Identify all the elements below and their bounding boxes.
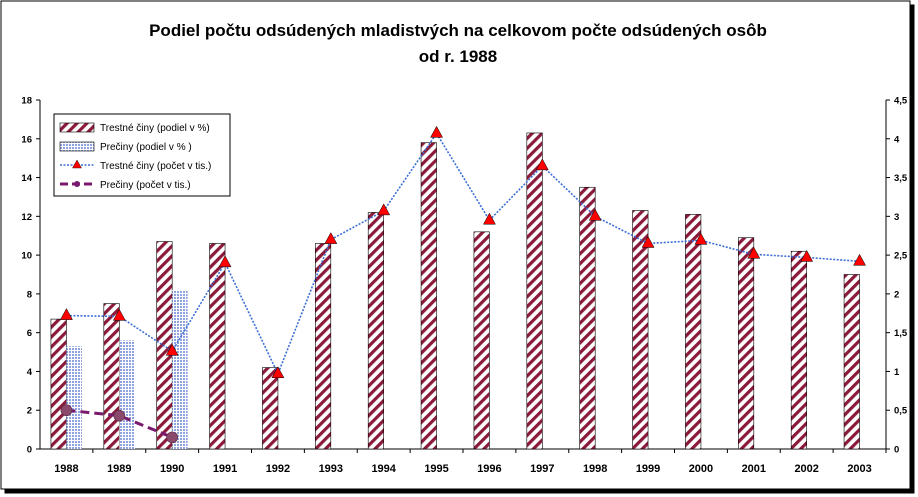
x-tick-label: 1994 <box>371 463 396 475</box>
marker-trestne-pocet <box>641 235 655 248</box>
marker-trestne-pocet <box>377 203 391 216</box>
y-right-tick-label: 1 <box>894 367 900 378</box>
bar-trestne-podiel <box>367 212 384 450</box>
y-right-tick-label: 4,5 <box>894 96 908 107</box>
marker-trestne-pocet <box>483 212 496 225</box>
bar-trestne-podiel <box>103 303 120 450</box>
y-left-tick-label: 2 <box>27 406 32 417</box>
x-tick-label: 2002 <box>794 463 818 475</box>
x-tick-label: 1990 <box>160 463 184 475</box>
y-left-tick-label: 6 <box>27 328 32 339</box>
bar-trestne-podiel <box>843 274 860 450</box>
chart-title-line-2: od r. 1988 <box>419 47 497 66</box>
legend-swatch-trestne-podiel <box>59 122 95 133</box>
legend-label-preciny-pocet: Prečiny (počet v tis.) <box>100 180 191 191</box>
x-tick-label: 2003 <box>847 463 871 475</box>
marker-trestne-pocet <box>165 343 179 356</box>
chart-title-line-1: Podiel počtu odsúdených mladistvých na c… <box>149 21 767 40</box>
y-right-tick-label: 0,5 <box>894 406 908 417</box>
x-tick-label: 1995 <box>424 463 448 475</box>
line-trestne-pocet <box>66 131 860 376</box>
x-tick-label: 1988 <box>54 463 78 475</box>
y-right-tick-label: 4 <box>894 134 900 145</box>
legend-label-preciny-podiel: Prečiny (podiel v % ) <box>100 142 192 153</box>
y-left-tick-label: 10 <box>21 251 32 262</box>
chart-border <box>0 0 911 490</box>
legend-swatch-preciny-podiel <box>59 141 95 152</box>
bar-trestne-podiel <box>420 142 437 450</box>
x-tick-label: 1989 <box>107 463 131 475</box>
marker-preciny-pocet <box>166 431 178 444</box>
bar-trestne-podiel <box>790 250 807 450</box>
legend-marker-trestne-pocet <box>72 159 82 169</box>
bar-trestne-podiel <box>262 367 279 450</box>
marker-trestne-pocet <box>324 232 338 244</box>
bar-trestne-podiel <box>50 318 67 450</box>
marker-trestne-pocet <box>271 366 285 379</box>
y-right-tick-label: 1,5 <box>894 328 908 339</box>
marker-trestne-pocet <box>535 158 549 171</box>
legend-label-trestne-podiel: Trestné činy (podiel v %) <box>100 123 210 134</box>
y-right-tick-label: 0 <box>894 445 899 456</box>
x-tick-label: 1999 <box>636 463 660 475</box>
y-left-tick-label: 14 <box>21 173 32 184</box>
marker-preciny-pocet <box>113 409 126 422</box>
bar-trestne-podiel <box>738 237 755 450</box>
x-tick-label: 1991 <box>213 463 237 475</box>
x-tick-label: 1996 <box>477 463 501 475</box>
legend-label-trestne-pocet: Trestné činy (počet v tis.) <box>100 161 211 172</box>
bar-preciny-podiel <box>119 340 135 449</box>
marker-preciny-pocet <box>60 404 73 417</box>
bar-trestne-podiel <box>209 243 226 450</box>
y-left-tick-label: 8 <box>27 289 32 300</box>
x-tick-label: 2000 <box>689 463 713 475</box>
x-tick-label: 2001 <box>742 463 766 475</box>
bar-trestne-podiel <box>685 214 702 450</box>
x-tick-label: 1992 <box>266 463 290 475</box>
bar-trestne-podiel <box>579 186 596 450</box>
marker-trestne-pocet <box>747 246 761 259</box>
x-tick-label: 1997 <box>530 463 554 475</box>
legend: Trestné činy (podiel v %) Prečiny (podie… <box>53 113 231 197</box>
y-left-tick-label: 12 <box>21 212 32 223</box>
x-tick-label: 1998 <box>583 463 607 475</box>
marker-trestne-pocet <box>853 253 866 266</box>
marker-trestne-pocet <box>430 125 443 138</box>
marker-trestne-pocet <box>112 308 126 321</box>
bar-trestne-podiel <box>473 231 490 450</box>
y-right-tick-label: 3,5 <box>894 173 908 184</box>
marker-trestne-pocet <box>218 255 232 268</box>
bar-trestne-podiel <box>315 243 332 450</box>
y-right-tick-label: 2 <box>894 289 899 300</box>
legend-marker-preciny-pocet <box>74 181 80 187</box>
marker-trestne-pocet <box>60 308 73 320</box>
y-left-tick-label: 4 <box>27 367 33 378</box>
plot-area: 0 2 4 6 8 10 12 14 16 18 0 0,5 1 1,5 2 2,5 3 3,5 4 4,5 1988 1… <box>21 96 908 476</box>
y-left-tick-label: 0 <box>27 445 32 456</box>
line-preciny-pocet <box>66 408 173 439</box>
marker-trestne-pocet <box>694 232 708 245</box>
bar-preciny-podiel <box>66 346 82 449</box>
y-right-tick-label: 2,5 <box>894 251 908 262</box>
bar-trestne-podiel <box>526 132 543 450</box>
x-tick-label: 1993 <box>319 463 343 475</box>
marker-trestne-pocet <box>588 208 602 221</box>
y-left-tick-label: 18 <box>21 96 32 107</box>
marker-trestne-pocet <box>800 249 814 262</box>
bar-trestne-podiel <box>632 210 649 450</box>
y-left-tick-label: 16 <box>21 134 32 145</box>
y-right-tick-label: 3 <box>894 212 899 223</box>
bar-preciny-podiel <box>172 290 188 449</box>
